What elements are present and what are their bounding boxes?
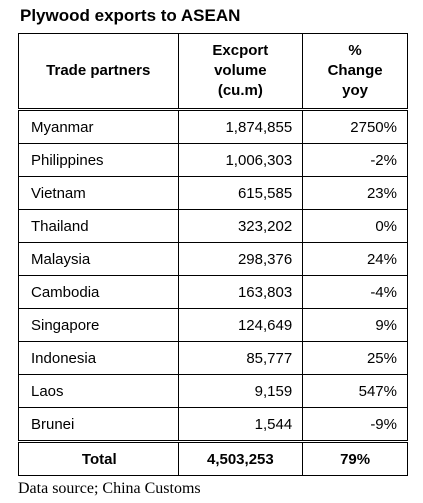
cell: Brunei <box>18 407 179 442</box>
header-line: Trade partners <box>46 62 151 79</box>
table-body: Myanmar 1,874,855 2750% Philippines 1,006,30… <box>18 109 408 476</box>
data-row: Myanmar 1,874,855 2750% <box>18 109 408 144</box>
header-line: Change <box>327 62 383 79</box>
cell: Philippines <box>18 143 179 177</box>
cell: 2750% <box>302 109 408 144</box>
header-line: % <box>348 42 362 59</box>
cell: Thailand <box>18 209 179 243</box>
data-row: Philippines 1,006,303 -2% <box>18 143 408 177</box>
cell: 25% <box>302 341 408 375</box>
cell: 1,006,303 <box>177 143 304 177</box>
cell: 23% <box>302 176 408 210</box>
header-line: Excport <box>212 42 269 59</box>
cell: Laos <box>18 374 179 408</box>
cell: Malaysia <box>18 242 179 276</box>
cell: 323,202 <box>177 209 304 243</box>
cell: 124,649 <box>177 308 304 342</box>
cell: 9,159 <box>177 374 304 408</box>
data-row: Thailand 323,202 0% <box>18 209 408 243</box>
header-line: volume <box>214 62 267 79</box>
cell: Cambodia <box>18 275 179 309</box>
total-cell: Total <box>18 440 179 476</box>
data-row: Malaysia 298,376 24% <box>18 242 408 276</box>
header-cell: Excport volume (cu.m) <box>177 33 304 111</box>
table-header: Trade partners Excport volume (cu.m)% Change… <box>18 33 408 111</box>
title: Plywood exports to ASEAN <box>20 6 241 25</box>
cell: 298,376 <box>177 242 304 276</box>
header-cell: % Change yoy <box>302 33 408 111</box>
cell: 1,544 <box>177 407 304 442</box>
total-row: Total 4,503,253 79% <box>18 440 408 476</box>
cell: 615,585 <box>177 176 304 210</box>
cell: Myanmar <box>18 109 179 144</box>
total-cell: 4,503,253 <box>177 440 304 476</box>
cell: -9% <box>302 407 408 442</box>
header-cell: Trade partners <box>18 33 179 111</box>
data-row: Vietnam 615,585 23% <box>18 176 408 210</box>
cell: 1,874,855 <box>177 109 304 144</box>
header-line: yoy <box>342 82 369 99</box>
cell: 0% <box>302 209 408 243</box>
cell: 547% <box>302 374 408 408</box>
cell: 163,803 <box>177 275 304 309</box>
cell: Singapore <box>18 308 179 342</box>
cell: Vietnam <box>18 176 179 210</box>
data-row: Brunei 1,544 -9% <box>18 407 408 442</box>
source-note: Data source; China Customs <box>18 480 201 497</box>
data-row: Singapore 124,649 9% <box>18 308 408 342</box>
cell: 85,777 <box>177 341 304 375</box>
cell: -4% <box>302 275 408 309</box>
header-line: (cu.m) <box>217 82 263 99</box>
header-row: Trade partners Excport volume (cu.m)% Change… <box>18 33 408 111</box>
data-row: Cambodia 163,803 -4% <box>18 275 408 309</box>
total-cell: 79% <box>302 440 408 476</box>
data-row: Indonesia 85,777 25% <box>18 341 408 375</box>
cell: 24% <box>302 242 408 276</box>
exports-table: Trade partners Excport volume (cu.m)% Change… <box>18 33 408 476</box>
cell: -2% <box>302 143 408 177</box>
data-row: Laos 9,159 547% <box>18 374 408 408</box>
cell: 9% <box>302 308 408 342</box>
cell: Indonesia <box>18 341 179 375</box>
